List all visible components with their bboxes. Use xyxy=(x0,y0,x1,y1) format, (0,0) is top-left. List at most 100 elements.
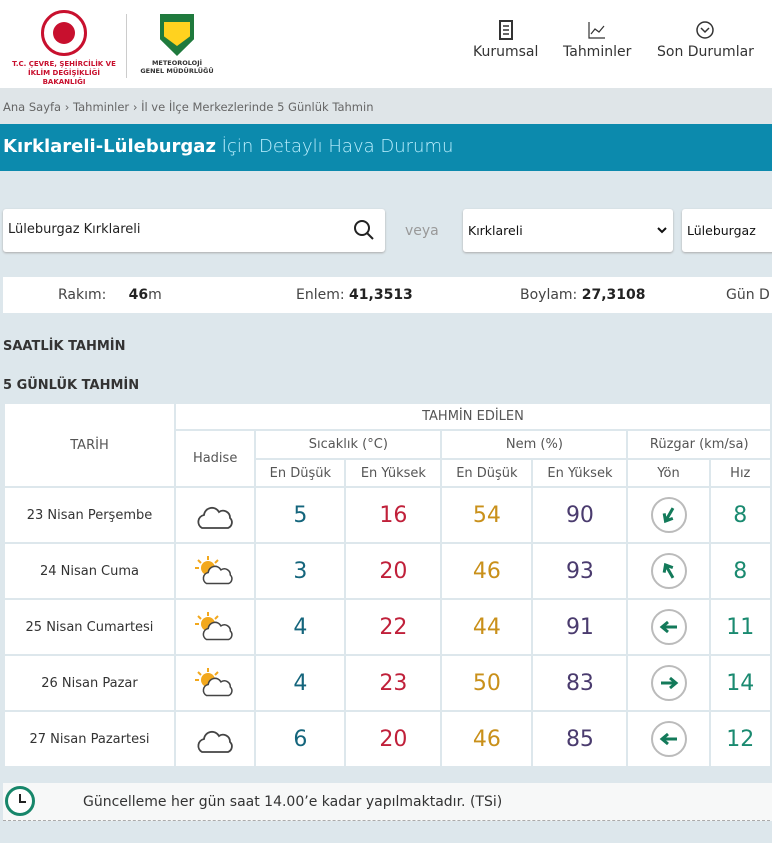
humidity-max-cell: 91 xyxy=(533,600,627,654)
date-cell: 25 Nisan Cumartesi xyxy=(5,600,174,654)
table-row: 24 Nisan Cuma 3 20 46 93 8 xyxy=(5,544,770,598)
day-length-label: Gün D xyxy=(726,287,770,303)
wind-speed-cell: 8 xyxy=(710,488,770,542)
search-input[interactable]: Lüleburgaz Kırklareli xyxy=(3,209,385,252)
latitude-value: 41,3513 xyxy=(349,287,413,303)
altitude-value: 46 xyxy=(128,287,149,303)
divider xyxy=(126,14,127,78)
table-row: 27 Nisan Pazartesi 6 20 46 85 12 xyxy=(5,712,770,766)
wind-direction-icon xyxy=(650,721,687,757)
cloudy-icon xyxy=(175,488,255,542)
nav-tahminler[interactable]: Tahminler xyxy=(563,20,631,60)
wind-direction-icon xyxy=(650,497,687,533)
wind-direction-icon xyxy=(650,665,687,701)
temp-max-cell: 16 xyxy=(346,488,441,542)
hourly-forecast-heading[interactable]: SAATLİK TAHMİN xyxy=(3,339,126,354)
district-select[interactable]: Lüleburgaz xyxy=(682,209,772,252)
nav-kurumsal[interactable]: Kurumsal xyxy=(473,20,538,60)
wind-speed-cell: 14 xyxy=(710,656,770,710)
header-hum-min: En Düşük xyxy=(442,460,532,486)
header-wind-direction: Yön xyxy=(628,460,709,486)
nav-label: Son Durumlar xyxy=(657,44,754,60)
header-temp-max: En Yüksek xyxy=(346,460,441,486)
chart-icon xyxy=(587,20,607,44)
humidity-max-cell: 93 xyxy=(533,544,627,598)
header-temperature: Sıcaklık (°C) xyxy=(256,431,441,458)
mgm-shield-icon xyxy=(160,14,194,56)
humidity-max-cell: 83 xyxy=(533,656,627,710)
wind-direction-icon xyxy=(650,553,687,589)
humidity-min-cell: 50 xyxy=(442,656,532,710)
wind-speed-cell: 8 xyxy=(710,544,770,598)
page-title: Kırklareli-Lüleburgaz İçin Detaylı Hava … xyxy=(0,124,772,171)
nav-son-durumlar[interactable]: Son Durumlar xyxy=(657,20,754,60)
ministry-name-line2: İKLİM DEĞİŞİKLİĞİ BAKANLIĞI xyxy=(28,69,100,86)
update-notice: Güncelleme her gün saat 14.00’e kadar ya… xyxy=(3,783,772,821)
humidity-min-cell: 46 xyxy=(442,712,532,766)
forecast-table: TARİH TAHMİN EDİLEN Hadise Sıcaklık (°C) Ne… xyxy=(3,402,772,768)
humidity-min-cell: 44 xyxy=(442,600,532,654)
cloudy-icon xyxy=(175,712,255,766)
wind-speed-cell: 12 xyxy=(710,712,770,766)
date-cell: 27 Nisan Pazartesi xyxy=(5,712,174,766)
nav-label: Kurumsal xyxy=(473,44,539,60)
or-label: veya xyxy=(405,223,439,239)
longitude-value: 27,3108 xyxy=(581,287,646,303)
header-temp-min: En Düşük xyxy=(256,460,345,486)
document-icon xyxy=(498,20,514,44)
table-row: 25 Nisan Cumartesi 4 22 44 91 11 xyxy=(5,600,770,654)
partly-cloudy-icon xyxy=(175,600,255,654)
ministry-seal-icon xyxy=(41,10,87,56)
clock-icon xyxy=(5,786,35,816)
temp-min-cell: 5 xyxy=(256,488,345,542)
header-wind: Rüzgar (km/sa) xyxy=(628,431,770,458)
mgm-name-line2: GENEL MÜDÜRLÜĞÜ xyxy=(140,67,214,75)
temp-max-cell: 20 xyxy=(346,712,441,766)
table-row: 23 Nisan Perşembe 5 16 54 90 8 xyxy=(5,488,770,542)
humidity-min-cell: 54 xyxy=(442,488,532,542)
partly-cloudy-icon xyxy=(175,544,255,598)
location-info: Rakım: 46m Enlem: 41,3513 Boylam: 27,310… xyxy=(3,277,772,313)
province-select[interactable]: Kırklareli xyxy=(463,209,673,252)
header-date: TARİH xyxy=(5,404,174,486)
date-cell: 26 Nisan Pazar xyxy=(5,656,174,710)
humidity-max-cell: 85 xyxy=(533,712,627,766)
wind-direction-cell xyxy=(628,544,709,598)
title-rest: İçin Detaylı Hava Durumu xyxy=(215,136,454,157)
header-forecast: TAHMİN EDİLEN xyxy=(175,404,770,429)
wind-speed-cell: 11 xyxy=(710,600,770,654)
mgm-name-line1: METEOROLOJİ xyxy=(151,59,203,67)
update-notice-text: Güncelleme her gün saat 14.00’e kadar ya… xyxy=(83,794,503,810)
altitude-label: Rakım: xyxy=(58,287,107,303)
breadcrumb[interactable]: Ana Sayfa › Tahminler › İl ve İlçe Merke… xyxy=(0,88,772,124)
temp-max-cell: 22 xyxy=(346,600,441,654)
wind-direction-cell xyxy=(628,656,709,710)
province-value: Kırklareli xyxy=(468,223,523,238)
header-humidity: Nem (%) xyxy=(442,431,627,458)
wind-direction-cell xyxy=(628,712,709,766)
temp-min-cell: 4 xyxy=(256,600,345,654)
header-wind-speed: Hız xyxy=(710,460,770,486)
nav-label: Tahminler xyxy=(563,44,632,60)
mgm-logo[interactable]: METEOROLOJİ GENEL MÜDÜRLÜĞÜ xyxy=(134,14,220,75)
ministry-logo[interactable]: T.C. ÇEVRE, ŞEHİRCİLİK VE İKLİM DEĞİŞİKLİ… xyxy=(8,10,120,87)
longitude-label: Boylam: xyxy=(520,287,578,303)
humidity-max-cell: 90 xyxy=(533,488,627,542)
search-value: Lüleburgaz Kırklareli xyxy=(8,222,141,237)
humidity-min-cell: 46 xyxy=(442,544,532,598)
partly-cloudy-icon xyxy=(175,656,255,710)
site-header: T.C. ÇEVRE, ŞEHİRCİLİK VE İKLİM DEĞİŞİKLİ… xyxy=(0,0,772,88)
latitude-label: Enlem: xyxy=(296,287,345,303)
daily-forecast-heading: 5 GÜNLÜK TAHMİN xyxy=(3,378,140,393)
date-cell: 24 Nisan Cuma xyxy=(5,544,174,598)
search-icon[interactable] xyxy=(353,219,375,241)
chevron-down-icon xyxy=(657,227,667,234)
wind-direction-icon xyxy=(650,609,687,645)
date-cell: 23 Nisan Perşembe xyxy=(5,488,174,542)
header-hum-max: En Yüksek xyxy=(533,460,627,486)
wind-direction-cell xyxy=(628,488,709,542)
wind-direction-cell xyxy=(628,600,709,654)
temp-max-cell: 20 xyxy=(346,544,441,598)
chevron-circle-icon xyxy=(695,20,715,44)
header-event: Hadise xyxy=(175,431,255,486)
